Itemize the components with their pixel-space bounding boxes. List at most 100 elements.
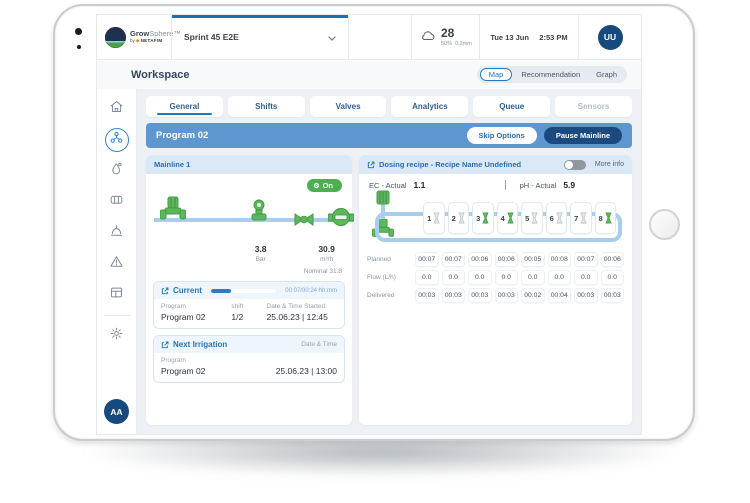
dosing-table-cell: 00:03 [494,288,518,303]
valve-icon [433,212,440,224]
weather-widget[interactable]: 28 50% 0.2mm [411,15,479,59]
sidebar-item-alerts[interactable] [105,252,129,276]
dosing-recipe-title: Dosing recipe - Recipe Name Undefined [379,160,522,169]
current-progress-bar [210,288,277,293]
sidebar-item-fertilizer[interactable] [105,190,129,214]
tab-general[interactable]: General [146,96,223,117]
dosing-valve-4[interactable]: 4 [496,202,518,234]
dosing-drop-icon [109,161,124,181]
next-program-value: Program 02 [161,366,206,376]
external-link-icon[interactable] [161,341,169,349]
flow-meter-icon [328,206,354,228]
ec-value: 1.1 [413,180,426,190]
weather-temp: 28 [441,26,455,40]
valve-icon [507,212,514,224]
irrigation-network-icon [109,130,124,150]
valve-icon [482,212,489,224]
tablet-frame: GrowSphere™ by ◆ NETAFIM Sprint 45 E2E [53,4,695,441]
sidebar-item-dosing[interactable] [105,159,129,183]
mainline-status-badge[interactable]: ⚙ On [307,179,342,192]
tab-analytics[interactable]: Analytics [391,96,469,117]
view-toggle-recommendation[interactable]: Recommendation [521,70,581,79]
mainline-status-label: On [322,181,333,190]
main-content: General Shifts Valves Analytics Queue Sensors… [137,89,641,434]
valve-icon [458,212,465,224]
nominal-flow-label: Nominal 31.8 [303,268,342,275]
skip-options-button[interactable]: Skip Options [466,127,537,144]
current-title: Current [173,286,202,295]
tab-queue[interactable]: Queue [473,96,551,117]
date-label: Tue 13 Jun [490,32,529,42]
flow-reading: 30.9 m³/h [318,244,335,263]
current-card: Current 00:07/00:24 hh:mm Program Progra… [153,281,345,329]
dosing-table-cell: 00:07 [574,252,598,267]
active-tab-indicator [156,113,213,115]
program-bar: Program 02 Skip Options Pause Mainline [146,123,632,148]
tab-sensors[interactable]: Sensors [555,96,632,117]
farm-selector-value: Sprint 45 E2E [184,32,239,42]
next-irrigation-title: Next Irrigation [173,340,228,349]
view-toggle-graph[interactable]: Graph [596,70,617,79]
app-screen: GrowSphere™ by ◆ NETAFIM Sprint 45 E2E [96,14,642,435]
fertilizer-tank-icon [109,192,124,212]
sidebar-item-home[interactable] [105,97,129,121]
fertilizer-tank-icon [376,190,390,205]
mainline-title: Mainline 1 [154,160,191,169]
growsphere-globe-icon [105,26,126,48]
pause-mainline-button[interactable]: Pause Mainline [543,127,622,144]
dosing-valve-2[interactable]: 2 [447,202,469,234]
sidebar-item-dashboard[interactable] [105,283,129,307]
view-toggle-map[interactable]: Map [479,68,513,81]
valve-icon [556,212,563,224]
dosing-valve-5[interactable]: 5 [521,202,543,234]
dosing-valve-1[interactable]: 1 [423,202,445,234]
pressure-gauge-icon [250,199,268,221]
dosing-table-cell: 0.0 [574,270,598,285]
dosing-table-cell: 0.0 [494,270,518,285]
workspace-header: Workspace Map Recommendation Graph [97,60,641,89]
tablet-camera [75,28,82,35]
dosing-table-cell: 00:03 [574,288,598,303]
inline-valve-icon [294,213,314,226]
current-progress-fill [210,288,231,293]
program-label: Program [161,357,186,364]
tab-shifts[interactable]: Shifts [227,96,305,117]
external-link-icon[interactable] [161,287,169,295]
row-label: Planned [367,256,391,263]
ec-label: EC - Actual [369,180,407,190]
external-link-icon[interactable] [367,161,375,169]
dosing-table-cell: 00:08 [547,252,571,267]
dosing-table-row: Flow (L/h) 0.0 0.0 0.0 0.0 0.0 0.0 0.0 0.0 [367,270,624,285]
time-label: 2:53 PM [539,32,568,42]
sidebar-item-valves[interactable] [105,221,129,245]
dosing-table-cell: 0.0 [468,270,492,285]
datetime-widget: Tue 13 Jun 2:53 PM [479,15,579,59]
dosing-table-cell: 00:03 [600,288,624,303]
valve-icon [531,212,538,224]
dosing-table-row: Delivered 00:03 00:03 00:03 00:03 00:02 00:04 0… [367,288,624,303]
tab-valves[interactable]: Valves [309,96,387,117]
more-info-toggle[interactable] [563,159,586,170]
vertical-divider [504,180,506,190]
dosing-valve-7[interactable]: 7 [570,202,592,234]
farm-selector[interactable]: Sprint 45 E2E [171,15,349,59]
row-label: Flow (L/h) [367,274,396,281]
sidebar-item-irrigation[interactable] [104,128,129,152]
dosing-panel: Dosing recipe - Recipe Name Undefined Mo… [359,155,632,425]
user-avatar[interactable]: UU [597,24,623,50]
current-progress-text: 00:07/00:24 hh:mm [285,287,337,294]
dosing-valve-8[interactable]: 8 [594,202,616,234]
dosing-pipe-vertical [381,194,385,228]
view-toggle-group: Map Recommendation Graph [476,66,627,83]
sidebar-avatar[interactable]: AA [104,399,129,424]
datetime-label: Date & Time [301,341,337,348]
dosing-table-cell: 00:05 [521,252,545,267]
topbar-spacer [349,15,411,59]
sidebar-item-settings[interactable] [105,324,129,348]
dosing-valve-3[interactable]: 3 [472,202,494,234]
dosing-valve-6[interactable]: 6 [545,202,567,234]
current-shift-value: 1/2 [231,312,244,322]
mainline-diagram [152,192,354,244]
valve-tree-icon [109,223,124,243]
alert-triangle-icon [109,254,124,274]
